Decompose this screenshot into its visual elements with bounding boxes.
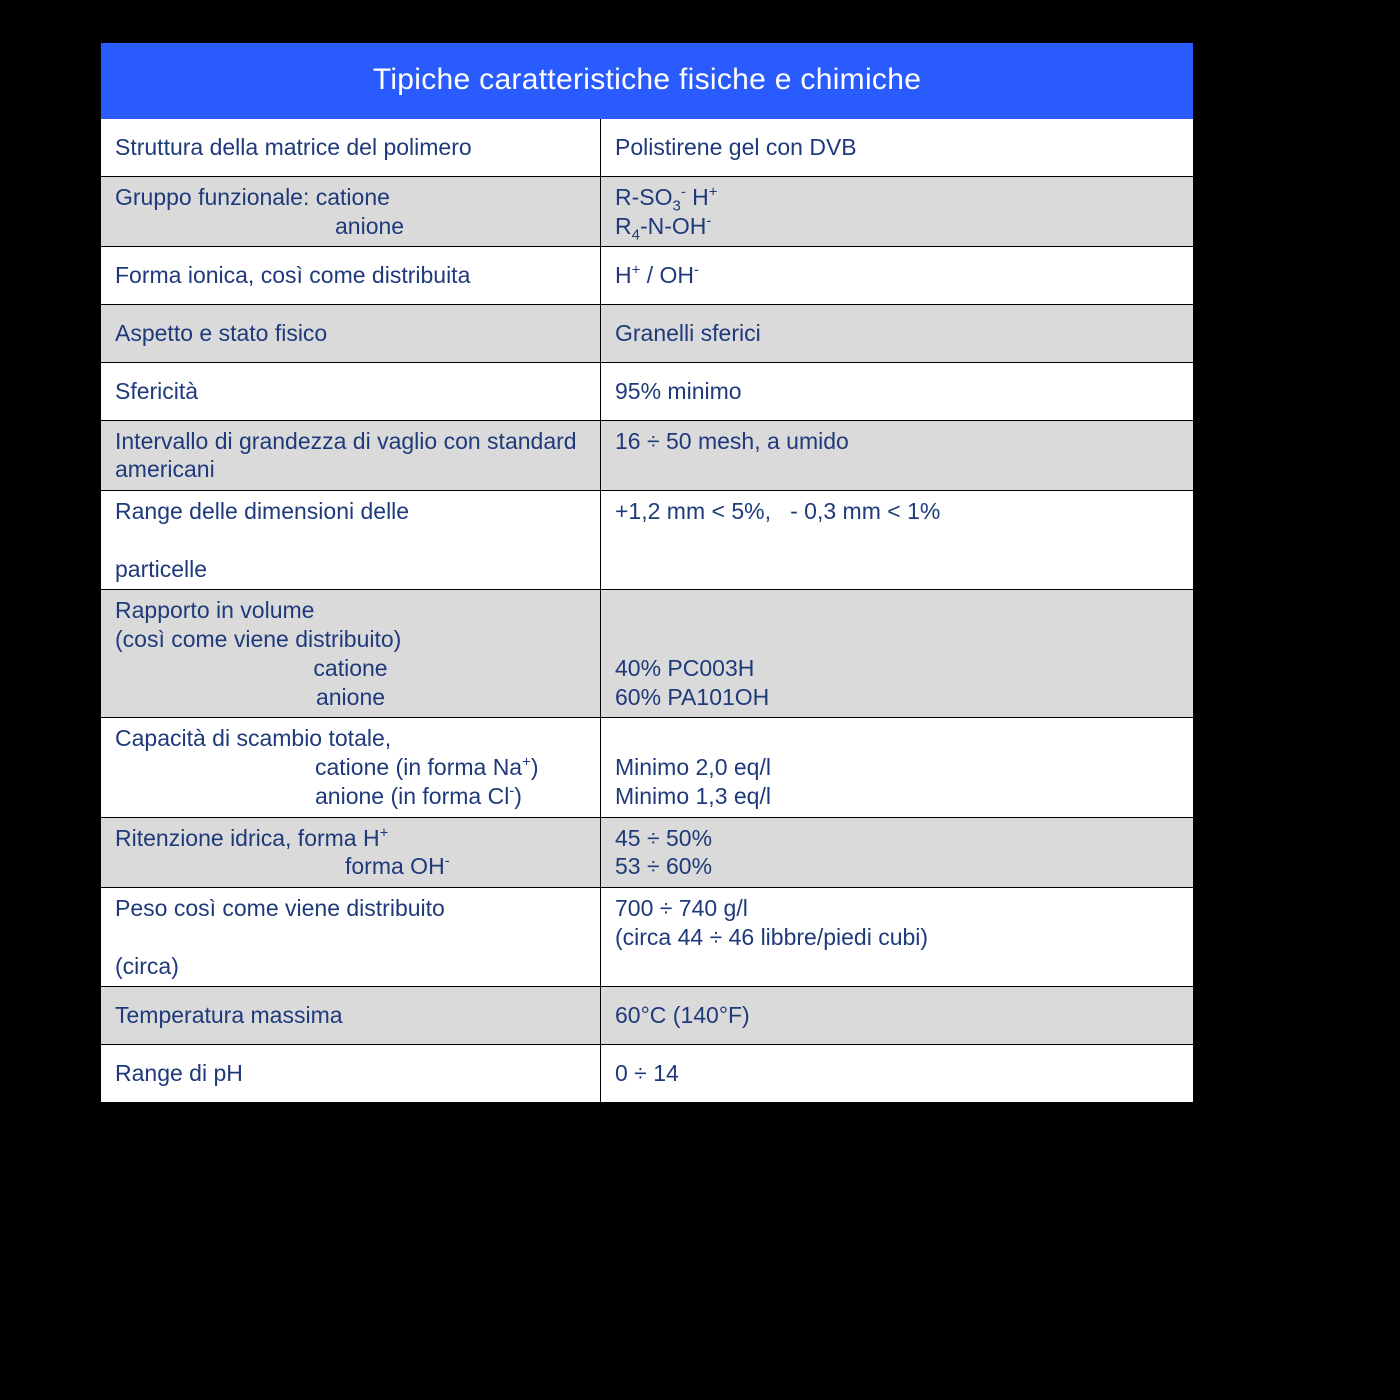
property-name: Peso così come viene distribuito(circa) <box>101 888 601 986</box>
properties-table: Tipiche caratteristiche fisiche e chimic… <box>100 42 1194 1103</box>
table-title: Tipiche caratteristiche fisiche e chimic… <box>101 43 1193 119</box>
table-row: Capacità di scambio totale,catione (in f… <box>101 717 1193 816</box>
property-name: Aspetto e stato fisico <box>101 305 601 362</box>
property-value: 700 ÷ 740 g/l(circa 44 ÷ 46 libbre/piedi… <box>601 888 1193 986</box>
property-name: Struttura della matrice del polimero <box>101 119 601 176</box>
table-row: Sfericità95% minimo <box>101 362 1193 420</box>
table-row: Peso così come viene distribuito(circa)7… <box>101 887 1193 986</box>
property-name: Sfericità <box>101 363 601 420</box>
property-value: 45 ÷ 50%53 ÷ 60% <box>601 818 1193 888</box>
property-value: 95% minimo <box>601 363 1193 420</box>
property-value: 0 ÷ 14 <box>601 1045 1193 1102</box>
property-name: Temperatura massima <box>101 987 601 1044</box>
table-row: Range delle dimensioni delleparticelle+1… <box>101 490 1193 589</box>
property-name: Range di pH <box>101 1045 601 1102</box>
property-value: Polistirene gel con DVB <box>601 119 1193 176</box>
property-value: H+ / OH- <box>601 247 1193 304</box>
property-value: 40% PC003H60% PA101OH <box>601 590 1193 717</box>
property-name: Capacità di scambio totale,catione (in f… <box>101 718 601 816</box>
table-body: Struttura della matrice del polimeroPoli… <box>101 119 1193 1102</box>
table-row: Range di pH0 ÷ 14 <box>101 1044 1193 1102</box>
property-name: Gruppo funzionale: cationeanione <box>101 177 601 247</box>
table-row: Forma ionica, così come distribuitaH+ / … <box>101 246 1193 304</box>
property-value: Granelli sferici <box>601 305 1193 362</box>
property-value: R-SO3- H+R4-N-OH- <box>601 177 1193 247</box>
table-row: Aspetto e stato fisicoGranelli sferici <box>101 304 1193 362</box>
property-value: 16 ÷ 50 mesh, a umido <box>601 421 1193 491</box>
table-row: Intervallo di grandezza di vaglio con st… <box>101 420 1193 491</box>
property-name: Rapporto in volume(così come viene distr… <box>101 590 601 717</box>
property-value: +1,2 mm < 5%, - 0,3 mm < 1% <box>601 491 1193 589</box>
property-name: Range delle dimensioni delleparticelle <box>101 491 601 589</box>
table-row: Ritenzione idrica, forma H+forma OH-45 ÷… <box>101 817 1193 888</box>
property-value: 60°C (140°F) <box>601 987 1193 1044</box>
property-name: Forma ionica, così come distribuita <box>101 247 601 304</box>
table-row: Gruppo funzionale: cationeanioneR-SO3- H… <box>101 176 1193 247</box>
property-value: Minimo 2,0 eq/lMinimo 1,3 eq/l <box>601 718 1193 816</box>
table-row: Struttura della matrice del polimeroPoli… <box>101 119 1193 176</box>
table-row: Rapporto in volume(così come viene distr… <box>101 589 1193 717</box>
page: Tipiche caratteristiche fisiche e chimic… <box>0 0 1400 1400</box>
property-name: Intervallo di grandezza di vaglio con st… <box>101 421 601 491</box>
property-name: Ritenzione idrica, forma H+forma OH- <box>101 818 601 888</box>
table-row: Temperatura massima60°C (140°F) <box>101 986 1193 1044</box>
